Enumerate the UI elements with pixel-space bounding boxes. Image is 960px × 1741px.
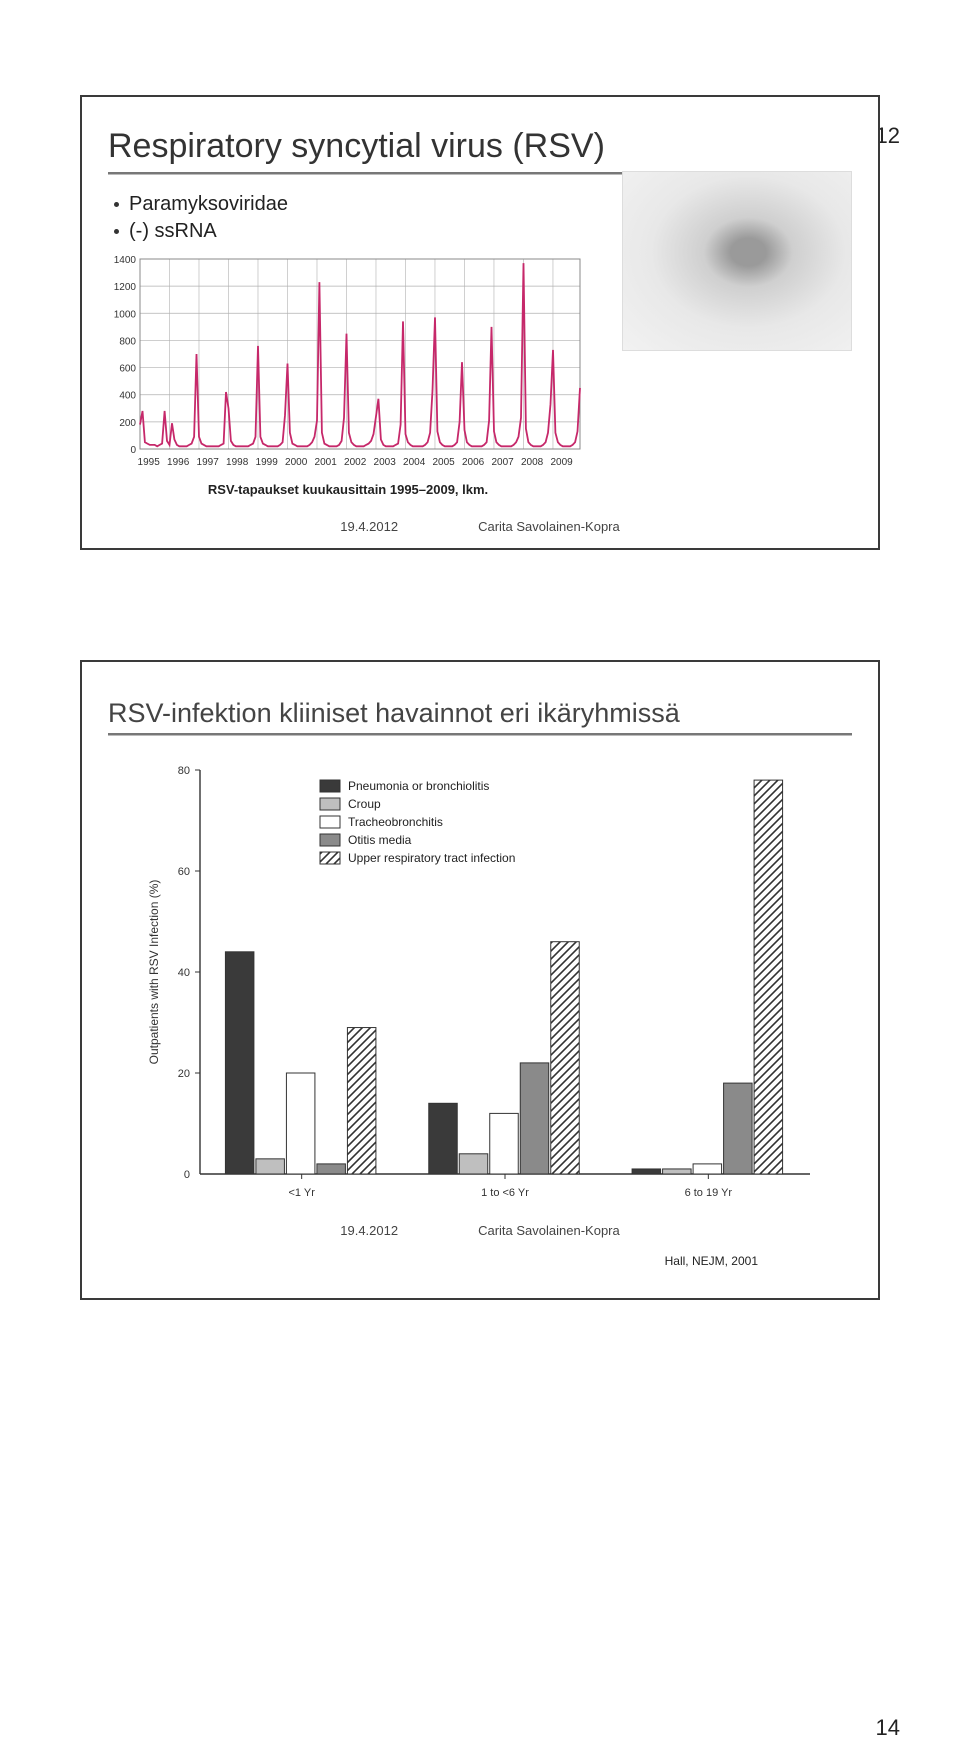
svg-text:2000: 2000 — [285, 457, 308, 468]
svg-text:<1 Yr: <1 Yr — [288, 1187, 315, 1199]
bullet-text: Paramyksoviridae — [129, 193, 288, 216]
title-rule-2 — [108, 733, 852, 736]
svg-text:1997: 1997 — [197, 457, 220, 468]
svg-text:1996: 1996 — [167, 457, 190, 468]
svg-text:800: 800 — [119, 336, 136, 347]
slide2-citation: Hall, NEJM, 2001 — [665, 1254, 758, 1268]
slide-2: RSV-infektion kliiniset havainnot eri ik… — [80, 660, 880, 1300]
footer-author: Carita Savolainen-Kopra — [478, 1223, 620, 1238]
page-number: 14 — [876, 1715, 900, 1741]
svg-text:Tracheobronchitis: Tracheobronchitis — [348, 815, 443, 829]
svg-text:40: 40 — [178, 967, 190, 979]
svg-text:400: 400 — [119, 391, 136, 402]
svg-text:Pneumonia or bronchiolitis: Pneumonia or bronchiolitis — [348, 779, 489, 793]
bullet-dot — [114, 229, 119, 234]
svg-text:Upper respiratory tract infect: Upper respiratory tract infection — [348, 851, 515, 865]
footer-date: 19.4.2012 — [340, 1223, 398, 1238]
bullet-text: (-) ssRNA — [129, 220, 217, 243]
svg-text:20: 20 — [178, 1068, 190, 1080]
svg-text:2001: 2001 — [315, 457, 338, 468]
svg-text:1995: 1995 — [138, 457, 161, 468]
slide1-bullets: Paramyksoviridae (-) ssRNA — [114, 193, 602, 243]
svg-text:1999: 1999 — [256, 457, 279, 468]
svg-text:1200: 1200 — [114, 282, 137, 293]
svg-text:6 to 19 Yr: 6 to 19 Yr — [685, 1187, 733, 1199]
rsv-electron-micrograph — [622, 171, 852, 351]
rsv-agegroup-barchart: 0 20 40 60 80 Outpatients with RSV Infection … — [140, 754, 820, 1219]
svg-text:200: 200 — [119, 418, 136, 429]
chart1-svg: 0 200 400 600 800 1000 1200 1400 1995 1996 1997 199… — [108, 253, 588, 473]
svg-text:2009: 2009 — [551, 457, 574, 468]
svg-text:2005: 2005 — [433, 457, 456, 468]
slide1-footer: 19.4.2012 Carita Savolainen-Kopra — [108, 519, 852, 534]
svg-text:2002: 2002 — [344, 457, 367, 468]
svg-text:Otitis media: Otitis media — [348, 833, 412, 847]
svg-text:2004: 2004 — [403, 457, 426, 468]
svg-text:2006: 2006 — [462, 457, 485, 468]
svg-text:1000: 1000 — [114, 309, 137, 320]
slide2-title: RSV-infektion kliiniset havainnot eri ik… — [108, 698, 852, 729]
svg-text:Outpatients with RSV Infection: Outpatients with RSV Infection (%) — [147, 880, 161, 1065]
svg-text:1 to <6 Yr: 1 to <6 Yr — [481, 1187, 529, 1199]
slide1-title: Respiratory syncytial virus (RSV) — [108, 127, 852, 166]
rsv-time-series-chart: 0 200 400 600 800 1000 1200 1400 1995 1996 1997 199… — [108, 253, 588, 497]
svg-text:Croup: Croup — [348, 797, 381, 811]
svg-text:2008: 2008 — [521, 457, 544, 468]
svg-text:600: 600 — [119, 364, 136, 375]
svg-text:0: 0 — [184, 1169, 190, 1181]
slide2-footer: 19.4.2012 Carita Savolainen-Kopra — [108, 1223, 852, 1238]
svg-text:2003: 2003 — [374, 457, 397, 468]
svg-text:0: 0 — [130, 445, 136, 456]
slide-1: Respiratory syncytial virus (RSV) Paramy… — [80, 95, 880, 550]
footer-author: Carita Savolainen-Kopra — [478, 519, 620, 534]
chart1-caption: RSV-tapaukset kuukausittain 1995–2009, l… — [108, 482, 588, 497]
svg-text:1400: 1400 — [114, 255, 137, 266]
bullet-dot — [114, 202, 119, 207]
svg-text:1998: 1998 — [226, 457, 249, 468]
svg-text:60: 60 — [178, 866, 190, 878]
svg-text:2007: 2007 — [492, 457, 515, 468]
svg-text:80: 80 — [178, 765, 190, 777]
footer-date: 19.4.2012 — [340, 519, 398, 534]
chart2-svg: 0 20 40 60 80 Outpatients with RSV Infection … — [140, 754, 820, 1214]
